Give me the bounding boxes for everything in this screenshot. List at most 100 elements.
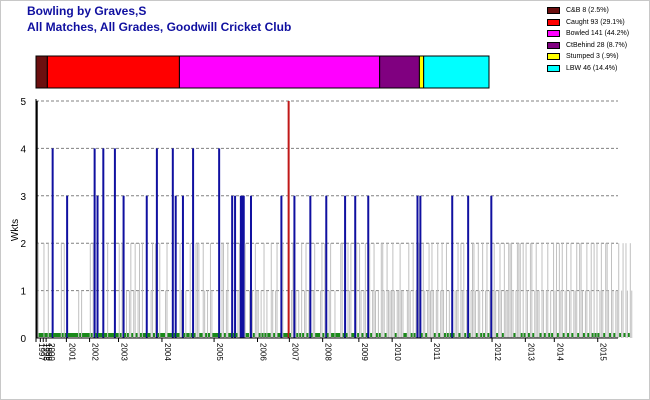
zero-marker: [112, 333, 115, 337]
zero-marker: [70, 333, 73, 337]
zero-marker: [331, 333, 334, 337]
legend-swatch: [547, 64, 560, 72]
zero-marker: [316, 333, 319, 337]
zero-marker: [410, 333, 413, 337]
x-tick-label: 2009: [360, 343, 369, 361]
zero-marker: [594, 333, 597, 337]
legend-label: C&B 8 (2.5%): [566, 7, 609, 14]
zero-marker: [284, 333, 287, 337]
zero-marker: [173, 333, 176, 337]
zero-marker: [273, 333, 276, 337]
zero-marker: [177, 333, 180, 337]
dismissal-segment: [423, 55, 490, 89]
zero-marker: [413, 333, 416, 337]
zero-marker: [139, 333, 142, 337]
zero-marker: [95, 333, 98, 337]
zero-marker: [97, 333, 100, 337]
zero-marker: [161, 333, 164, 337]
dismissal-segment: [35, 55, 48, 89]
zero-marker: [183, 333, 186, 337]
x-tick-label: 2006: [259, 343, 268, 361]
zero-marker: [215, 333, 218, 337]
x-tick-label: 2008: [324, 343, 333, 361]
legend-item: C&B 8 (2.5%): [547, 5, 650, 17]
zero-marker: [147, 333, 150, 337]
zero-marker: [61, 333, 64, 337]
zero-marker: [247, 333, 250, 337]
zero-marker: [335, 333, 338, 337]
zero-marker: [142, 333, 145, 337]
zero-marker: [186, 333, 189, 337]
zero-marker: [351, 333, 354, 337]
x-tick-label: 2007: [290, 343, 299, 361]
dismissal-segment: [178, 55, 381, 89]
zero-marker: [532, 333, 535, 337]
zero-marker: [609, 333, 612, 337]
zero-marker: [90, 333, 93, 337]
zero-marker: [190, 333, 193, 337]
zero-marker: [176, 333, 179, 337]
y-tick-label: 5: [20, 97, 26, 108]
zero-marker: [527, 333, 530, 337]
x-tick-label: 2010: [393, 343, 402, 361]
zero-marker: [268, 333, 271, 337]
zero-marker: [64, 333, 67, 337]
dismissal-segment: [418, 55, 425, 89]
zero-marker: [53, 333, 56, 337]
zero-marker: [370, 333, 373, 337]
zero-marker: [200, 333, 203, 337]
zero-marker: [261, 333, 264, 337]
zero-marker: [108, 333, 111, 337]
zero-marker: [187, 333, 190, 337]
legend-swatch: [547, 7, 560, 14]
dismissal-segment: [46, 55, 180, 89]
x-tick-label: 2004: [163, 343, 172, 361]
zero-marker: [571, 333, 574, 337]
zero-marker: [619, 333, 622, 337]
legend-item: Caught 93 (29.1%): [547, 17, 650, 29]
zero-marker: [267, 333, 270, 337]
zero-marker: [551, 333, 554, 337]
zero-marker: [100, 333, 103, 337]
zero-marker: [539, 333, 542, 337]
zero-marker: [119, 333, 122, 337]
zero-marker: [105, 333, 108, 337]
zero-marker: [468, 333, 471, 337]
zero-marker: [567, 333, 570, 337]
zero-marker: [167, 333, 170, 337]
zero-marker: [556, 333, 559, 337]
x-tick-label: 2014: [555, 343, 564, 361]
zero-marker: [55, 333, 58, 337]
zero-marker: [352, 333, 355, 337]
zero-marker: [193, 333, 196, 337]
zero-marker: [378, 333, 381, 337]
zero-marker: [160, 333, 163, 337]
zero-marker: [322, 333, 325, 337]
zero-marker: [69, 333, 72, 337]
zero-marker: [365, 333, 368, 337]
zero-marker: [318, 333, 321, 337]
legend-item: Bowled 141 (44.2%): [547, 28, 650, 40]
zero-marker: [109, 333, 112, 337]
zero-marker: [40, 333, 43, 337]
legend-label: Caught 93 (29.1%): [566, 18, 625, 26]
zero-marker: [326, 333, 329, 337]
zero-marker: [420, 333, 423, 337]
zero-marker: [345, 333, 348, 337]
zero-marker: [219, 333, 222, 337]
zero-marker: [310, 333, 313, 337]
y-tick-label: 0: [20, 334, 26, 345]
zero-marker: [299, 333, 302, 337]
zero-marker: [464, 333, 467, 337]
x-tick-label: 2001: [67, 343, 76, 361]
zero-marker: [99, 333, 102, 337]
zero-marker: [523, 333, 526, 337]
x-tick-label: 2000: [47, 343, 56, 361]
zero-marker: [124, 333, 127, 337]
zero-marker: [228, 333, 231, 337]
zero-marker: [157, 333, 160, 337]
x-tick-label: 1998: [41, 343, 50, 361]
legend-swatch: [547, 30, 560, 37]
zero-marker: [496, 333, 499, 337]
